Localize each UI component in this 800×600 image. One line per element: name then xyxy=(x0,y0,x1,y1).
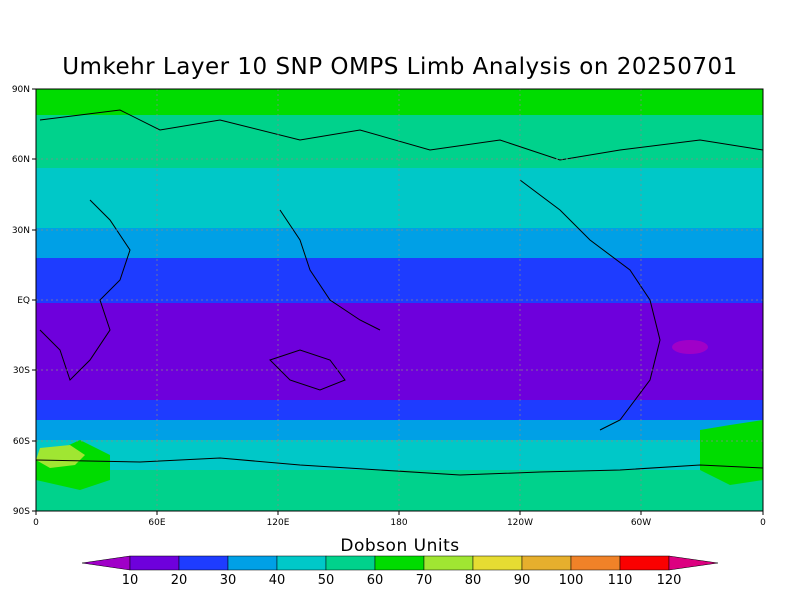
colorbar-segment xyxy=(178,555,229,571)
colorbar-segment xyxy=(227,555,278,571)
colorbar-label: 40 xyxy=(269,573,286,588)
colorbar-label: 50 xyxy=(318,573,335,588)
colorbar-segment xyxy=(129,555,180,571)
lon-label: 0 xyxy=(760,518,766,528)
map-plot-area xyxy=(36,89,763,511)
lon-label: 120W xyxy=(507,518,533,528)
colorbar-segment xyxy=(619,555,670,571)
lat-label: 30N xyxy=(12,226,30,236)
colorbar-segment xyxy=(521,555,572,571)
south-atlantic-high-patch xyxy=(700,420,763,485)
colorbar-label: 30 xyxy=(220,573,237,588)
graticule xyxy=(36,89,763,511)
lat-label: 90N xyxy=(12,85,30,95)
colorbar-segment xyxy=(325,555,376,571)
colorbar-label: 70 xyxy=(416,573,433,588)
colorbar-label: 60 xyxy=(367,573,384,588)
lat-label: 60N xyxy=(12,155,30,165)
colorbar-segment xyxy=(374,555,425,571)
lon-label: 60W xyxy=(631,518,651,528)
band-60-70-north xyxy=(36,89,763,115)
lon-label: 0 xyxy=(33,518,39,528)
colorbar-arrow-high xyxy=(668,555,719,571)
colorbar-segment xyxy=(423,555,474,571)
lon-axis: 0 60E 120E 180 120W 60W 0 xyxy=(33,511,766,528)
colorbar-label: 20 xyxy=(171,573,188,588)
colorbar-segment xyxy=(472,555,523,571)
colorbar-label: 10 xyxy=(122,573,139,588)
antarctic-high-core xyxy=(36,445,85,468)
lon-label: 180 xyxy=(390,518,407,528)
lat-label: 30S xyxy=(13,366,30,376)
lon-label: 60E xyxy=(148,518,165,528)
colorbar: 10 20 30 40 50 60 70 80 90 100 110 120 xyxy=(81,555,719,588)
colorbar-label: 80 xyxy=(465,573,482,588)
colorbar-arrow-low xyxy=(81,555,131,571)
band-50-60-south xyxy=(36,470,763,511)
colorbar-label: 120 xyxy=(657,573,682,588)
map-title: Umkehr Layer 10 SNP OMPS Limb Analysis o… xyxy=(62,54,738,80)
coastlines xyxy=(36,109,763,476)
lon-label: 120E xyxy=(267,518,290,528)
lat-axis: 90N 60N 30N EQ 30S 60S 90S xyxy=(12,85,36,517)
colorbar-label: 110 xyxy=(608,573,633,588)
colorbar-label: 90 xyxy=(514,573,531,588)
lat-label: EQ xyxy=(17,296,30,306)
lat-label: 90S xyxy=(13,507,30,517)
colorbar-segment xyxy=(570,555,621,571)
lat-label: 60S xyxy=(13,437,30,447)
colorbar-label: 100 xyxy=(559,573,584,588)
colorbar-title: Dobson Units xyxy=(340,536,460,556)
south-atlantic-low-patch xyxy=(672,340,708,354)
colorbar-segment xyxy=(276,555,327,571)
